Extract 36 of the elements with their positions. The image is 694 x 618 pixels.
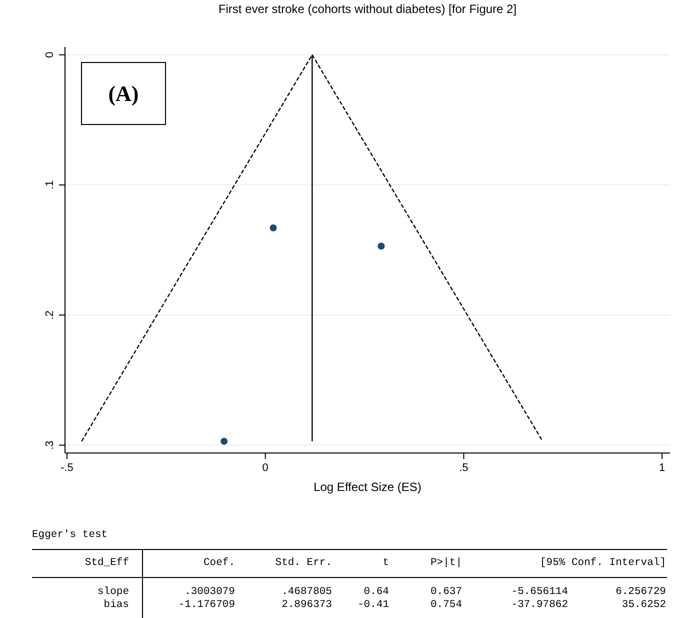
text: bias [102,599,129,612]
text: slope [96,586,129,599]
x-tick-label: 1 [659,462,666,474]
text: 0.637 [430,586,462,598]
x-tick-label: -.5 [60,462,74,474]
point [378,242,385,250]
y-tick-label: .3 [44,440,56,450]
text: 2.896373 [282,599,332,611]
text: -0.41 [357,599,389,611]
chart-title: First ever stroke (cohorts without diabetes) [for Figure 2] [217,2,518,16]
text: Std. Err. [275,557,332,569]
text: Coef. [203,557,235,569]
text: .3003079 [184,586,235,598]
x-axis-title: Log Effect Size (ES) [314,480,422,494]
label-frame: (A) [81,62,166,125]
text: Std_Eff [84,557,129,570]
point [270,224,277,232]
text: -37.97862 [511,599,568,611]
text: t [382,557,389,569]
text: 35.6252 [622,599,666,611]
x-tick-label: .5 [459,462,468,474]
annotation: (A) [108,80,139,106]
text: 6.256729 [616,586,666,598]
text: -5.656114 [511,586,568,598]
text: .4687805 [282,586,332,598]
point [220,438,228,445]
text: [95% Conf. Interval] [538,557,666,570]
x-tick-label: 0 [262,462,268,474]
y-tick-label: .1 [44,180,56,190]
text: 0.64 [364,586,389,598]
text: -1.176709 [178,599,235,611]
text: P>|t| [430,557,462,569]
y-tick-label: 0 [44,52,56,58]
y-tick-label: .2 [44,310,56,320]
text: Egger's test [32,529,108,541]
text: 0.754 [430,599,462,611]
